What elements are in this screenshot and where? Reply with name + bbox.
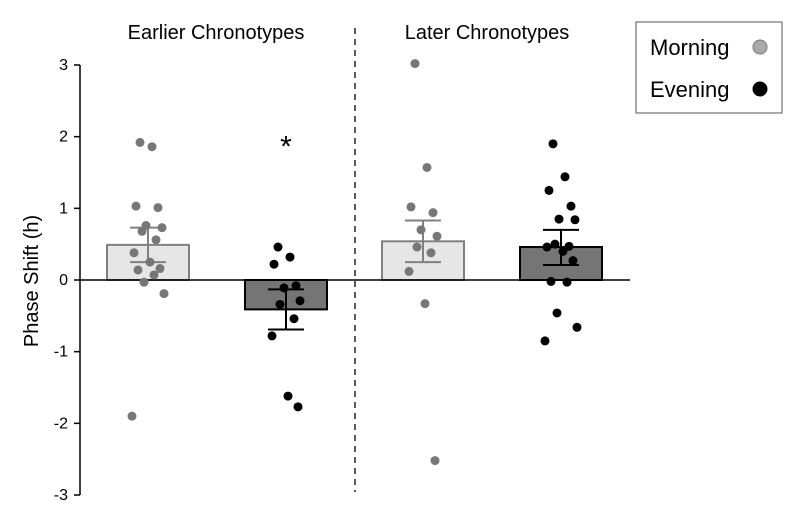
data-point <box>542 242 552 252</box>
data-point <box>153 203 163 213</box>
y-tick-label: 2 <box>59 129 68 146</box>
legend: Morning Evening <box>635 21 783 114</box>
y-tick-label: -3 <box>54 487 68 504</box>
data-point <box>293 402 303 412</box>
data-point <box>562 277 572 287</box>
data-point <box>552 308 562 318</box>
y-tick-label: -1 <box>54 344 68 361</box>
y-tick-label: 1 <box>59 200 68 217</box>
data-point <box>432 231 442 241</box>
data-point <box>155 264 165 274</box>
legend-box <box>635 21 783 114</box>
data-point <box>412 242 422 252</box>
y-tick-label: -2 <box>54 415 68 432</box>
data-point <box>570 215 580 225</box>
legend-label-morning: Morning <box>650 35 729 60</box>
data-point <box>540 336 550 346</box>
data-point <box>135 137 145 147</box>
data-point <box>269 259 279 269</box>
data-point <box>430 456 440 466</box>
y-axis-title: Phase Shift (h) <box>21 215 43 347</box>
data-point <box>558 246 568 256</box>
data-point <box>572 322 582 332</box>
legend-marker-evening <box>752 81 768 97</box>
data-point <box>428 208 438 218</box>
data-point <box>129 248 139 258</box>
data-point <box>159 289 169 299</box>
data-point <box>147 142 157 152</box>
data-point <box>548 139 558 149</box>
data-point <box>554 214 564 224</box>
data-point <box>566 201 576 211</box>
data-point <box>149 270 159 280</box>
data-point <box>275 299 285 309</box>
data-point <box>137 226 147 236</box>
data-point <box>416 225 426 235</box>
data-point <box>410 59 420 69</box>
data-point <box>131 201 141 211</box>
data-point <box>404 266 414 276</box>
y-tick-label: 3 <box>59 57 68 74</box>
significance-star: * <box>280 130 292 163</box>
data-point <box>550 239 560 249</box>
data-point <box>420 299 430 309</box>
data-point <box>426 248 436 258</box>
data-point <box>285 252 295 262</box>
data-point <box>145 257 155 267</box>
data-point <box>295 296 305 306</box>
data-point <box>133 265 143 275</box>
data-points <box>127 59 582 466</box>
data-point <box>564 241 574 251</box>
group-title-later: Later Chronotypes <box>405 22 570 44</box>
data-point <box>560 172 570 182</box>
data-point <box>283 391 293 401</box>
data-point <box>422 162 432 172</box>
data-point <box>406 202 416 212</box>
legend-marker-morning <box>752 39 768 55</box>
data-point <box>273 242 283 252</box>
annotations: * <box>280 130 292 163</box>
group-title-earlier: Earlier Chronotypes <box>128 22 305 44</box>
data-point <box>127 411 137 421</box>
data-point <box>139 277 149 287</box>
legend-label-evening: Evening <box>650 77 730 102</box>
data-point <box>291 281 301 291</box>
data-point <box>267 331 277 341</box>
data-point <box>157 223 167 233</box>
bars <box>80 219 630 331</box>
data-point <box>151 235 161 245</box>
data-point <box>546 276 556 286</box>
y-tick-label: 0 <box>59 272 68 289</box>
data-point <box>544 185 554 195</box>
y-axis: 3 2 1 0 -1 -2 -3 <box>54 28 356 504</box>
data-point <box>289 314 299 324</box>
data-point <box>279 283 289 293</box>
data-point <box>568 256 578 266</box>
